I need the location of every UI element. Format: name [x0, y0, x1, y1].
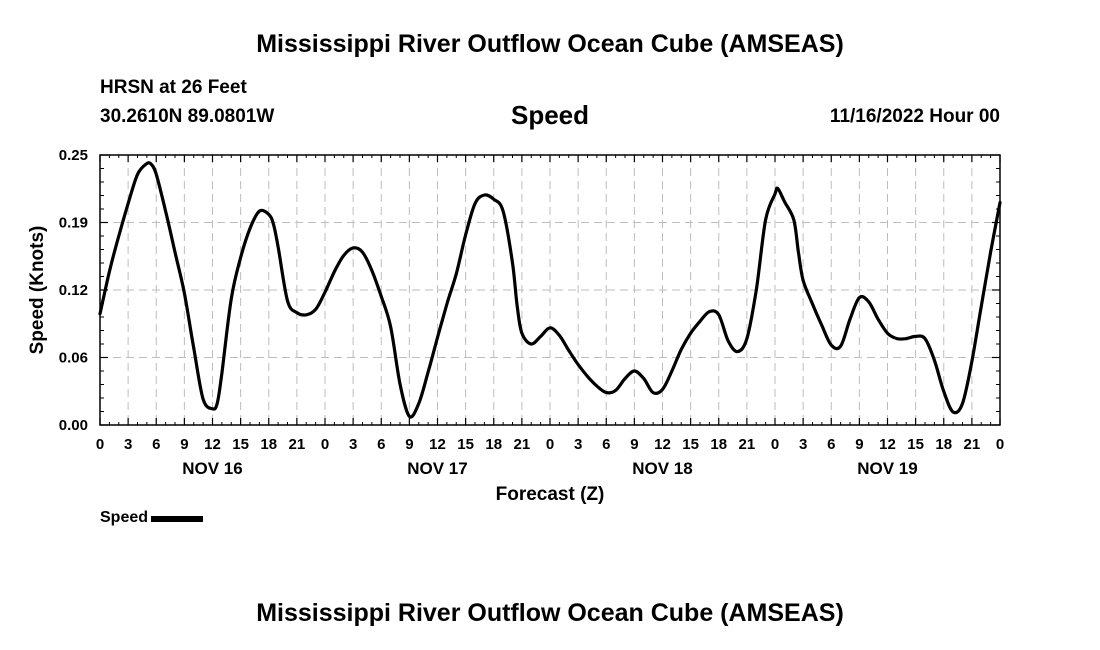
x-tick-label: 3 — [124, 436, 132, 453]
x-tick-label: 0 — [771, 436, 779, 453]
x-tick-label: 9 — [180, 436, 188, 453]
x-axis-title: Forecast (Z) — [496, 484, 605, 505]
x-tick-label: 9 — [630, 436, 638, 453]
x-day-label: NOV 17 — [407, 459, 467, 478]
x-tick-label: 21 — [964, 436, 981, 453]
x-tick-label: 18 — [260, 436, 277, 453]
x-tick-label: 18 — [710, 436, 727, 453]
x-tick-label: 12 — [654, 436, 671, 453]
x-tick-label: 0 — [546, 436, 554, 453]
x-tick-label: 12 — [879, 436, 896, 453]
chart-title: Speed — [510, 100, 590, 130]
x-tick-label: 0 — [96, 436, 104, 453]
x-tick-label: 3 — [349, 436, 357, 453]
x-tick-label: 15 — [682, 436, 699, 453]
x-tick-label: 3 — [574, 436, 582, 453]
y-tick-label: 0.19 — [59, 215, 88, 232]
x-day-label: NOV 16 — [182, 459, 242, 478]
x-tick-label: 18 — [485, 436, 502, 453]
x-tick-label: 6 — [827, 436, 835, 453]
series-layer — [98, 161, 1002, 419]
grid-lines — [100, 155, 1000, 425]
x-day-label: NOV 18 — [632, 459, 692, 478]
y-tick-label: 0.06 — [59, 350, 88, 367]
x-tick-label: 15 — [232, 436, 249, 453]
x-tick-label: 6 — [152, 436, 160, 453]
x-tick-label: 0 — [996, 436, 1004, 453]
x-tick-label: 12 — [429, 436, 446, 453]
x-tick-label: 15 — [457, 436, 474, 453]
legend-label: Speed — [100, 509, 149, 526]
x-tick-label: 9 — [855, 436, 863, 453]
x-day-label: NOV 19 — [857, 459, 917, 478]
x-tick-label: 12 — [204, 436, 221, 453]
y-axis-title: Speed (Knots) — [27, 226, 48, 355]
x-tick-label: 6 — [377, 436, 385, 453]
y-tick-label: 0.25 — [59, 147, 88, 164]
x-tick-label: 15 — [907, 436, 924, 453]
x-tick-label: 0 — [321, 436, 329, 453]
axis-ticks — [99, 154, 1001, 426]
x-tick-label: 3 — [799, 436, 807, 453]
legend-swatch — [151, 516, 204, 522]
coordinates-label: 30.2610N 89.0801W — [100, 106, 275, 127]
y-tick-label: 0.12 — [59, 282, 88, 299]
x-tick-label: 21 — [289, 436, 306, 453]
station-label: HRSN at 26 Feet — [100, 77, 247, 98]
x-tick-label: 21 — [514, 436, 531, 453]
legend: Speed — [100, 509, 204, 527]
main-title: Mississippi River Outflow Ocean Cube (AM… — [256, 30, 844, 58]
axis-labels: 0 3 6 9 12 15 18 21 0 3 6 9 12 15 18 21 0 3 6 9 12 15 18 21 0 3 6 9… — [59, 147, 1004, 478]
forecast-datetime: 11/16/2022 Hour 00 — [829, 106, 1000, 127]
y-tick-label: 0.00 — [59, 417, 88, 434]
x-tick-label: 6 — [602, 436, 610, 453]
x-tick-label: 18 — [935, 436, 952, 453]
x-tick-label: 9 — [405, 436, 413, 453]
footer-title: Mississippi River Outflow Ocean Cube (AM… — [256, 599, 844, 627]
series-line-speed — [98, 161, 1002, 419]
x-tick-label: 21 — [739, 436, 756, 453]
